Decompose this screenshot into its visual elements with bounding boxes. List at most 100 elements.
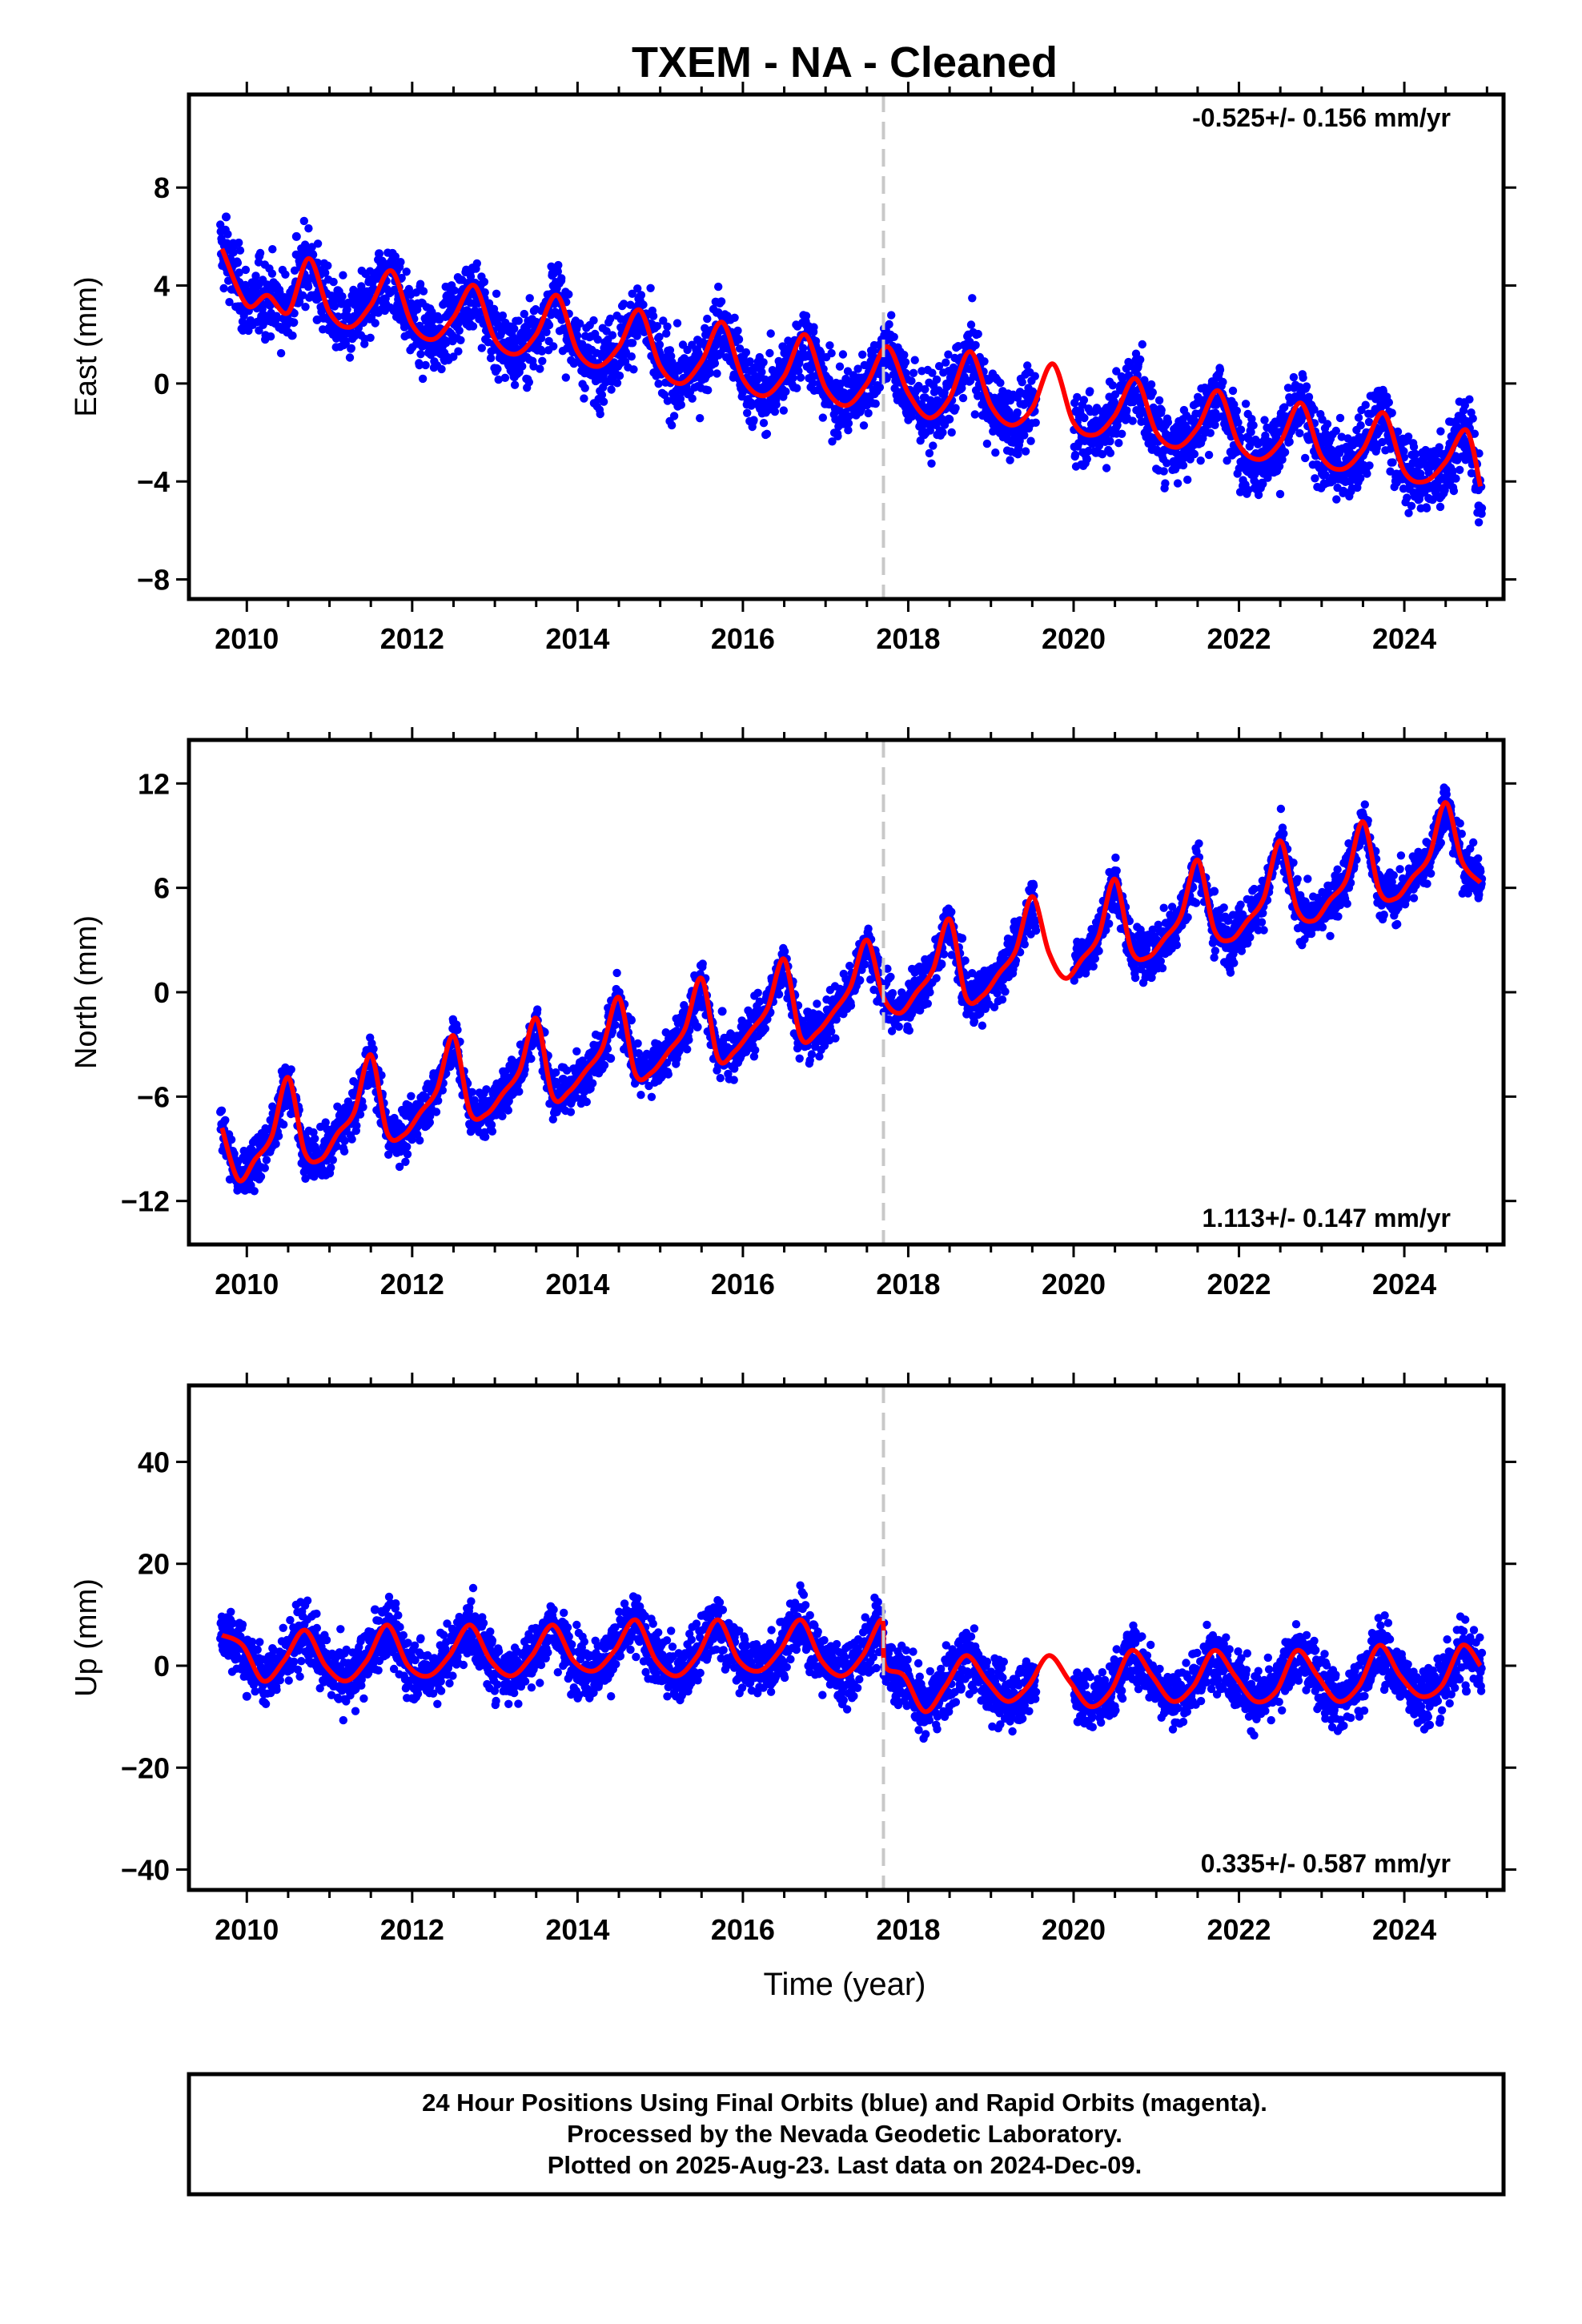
data-point: [1452, 474, 1460, 483]
data-point: [796, 373, 805, 382]
data-point: [677, 400, 685, 409]
data-point: [1296, 416, 1306, 425]
data-point: [271, 1140, 280, 1148]
data-point: [290, 318, 299, 327]
data-point: [612, 968, 621, 978]
data-point: [1108, 381, 1118, 390]
data-point: [1236, 425, 1246, 434]
data-point: [633, 284, 642, 293]
data-point: [1409, 442, 1419, 452]
data-point: [455, 326, 464, 335]
data-point: [480, 288, 489, 297]
data-point: [440, 298, 450, 308]
data-point: [597, 352, 607, 361]
data-point: [347, 344, 355, 353]
data-point: [714, 282, 723, 292]
data-point: [1311, 474, 1319, 483]
data-point: [662, 329, 671, 338]
data-point: [1204, 450, 1214, 460]
data-point: [765, 348, 774, 358]
x-tick-label: 2012: [380, 622, 444, 655]
data-point: [518, 362, 527, 371]
data-point: [958, 384, 966, 392]
data-point: [600, 1060, 609, 1070]
data-point: [371, 319, 379, 328]
data-point: [757, 368, 766, 376]
data-point: [1118, 374, 1127, 383]
data-point: [477, 344, 486, 352]
data-point: [928, 368, 937, 377]
data-point: [1304, 392, 1314, 401]
data-point: [793, 384, 801, 392]
data-point: [279, 1120, 288, 1129]
data-point: [871, 399, 880, 408]
data-point: [416, 1136, 424, 1145]
data-point: [1301, 453, 1310, 463]
data-point: [921, 384, 930, 394]
data-point: [1013, 408, 1022, 417]
data-point: [1163, 418, 1173, 427]
data-point: [527, 1054, 536, 1063]
data-point: [498, 1112, 507, 1121]
data-point: [221, 1116, 230, 1125]
data-point: [312, 315, 322, 324]
data-point: [1310, 405, 1319, 414]
data-point: [809, 323, 818, 332]
data-point: [268, 245, 277, 254]
data-point: [1183, 475, 1192, 485]
data-point: [858, 350, 867, 359]
data-point: [456, 336, 465, 344]
data-point: [1136, 355, 1145, 364]
data-point: [272, 312, 281, 320]
y-tick-label: 8: [154, 171, 170, 204]
data-point: [493, 364, 502, 373]
data-point: [276, 348, 286, 358]
data-point: [611, 1020, 620, 1030]
data-point: [887, 311, 896, 320]
data-point: [900, 351, 909, 360]
x-tick-label: 2018: [876, 622, 940, 655]
data-point: [1378, 437, 1387, 447]
data-point: [1178, 460, 1188, 470]
data-point: [735, 344, 745, 353]
data-point: [1243, 485, 1253, 495]
data-point: [507, 340, 516, 349]
data-point: [668, 369, 677, 379]
data-point: [262, 1156, 271, 1164]
data-point: [355, 1110, 365, 1119]
data-point: [1073, 392, 1082, 402]
data-point: [801, 312, 811, 320]
data-point: [676, 394, 685, 404]
data-point: [328, 1156, 337, 1164]
data-point: [654, 380, 663, 388]
data-point: [1128, 416, 1137, 425]
data-point: [1018, 378, 1026, 387]
data-point: [416, 279, 425, 288]
data-point: [907, 376, 916, 385]
data-point: [465, 266, 475, 275]
data-point: [875, 383, 885, 392]
data-point: [401, 1157, 410, 1167]
data-point: [366, 267, 375, 275]
data-point: [1435, 502, 1445, 512]
data-point: [844, 419, 853, 428]
data-point: [1098, 450, 1107, 459]
data-point: [818, 413, 827, 422]
y-axis-label: East (mm): [70, 276, 103, 416]
data-point: [403, 1150, 412, 1159]
data-point: [340, 1136, 349, 1145]
data-point: [741, 348, 751, 357]
data-point: [910, 356, 919, 364]
data-point: [688, 394, 697, 403]
data-point: [1162, 459, 1171, 468]
data-point: [1086, 387, 1094, 396]
data-point: [432, 1108, 441, 1116]
data-point: [561, 373, 570, 382]
data-point: [646, 283, 655, 292]
data-point: [599, 397, 608, 406]
data-point: [1215, 365, 1225, 375]
data-point: [425, 1118, 434, 1127]
data-point: [1232, 406, 1242, 416]
data-point: [1030, 372, 1040, 380]
data-point: [1122, 406, 1131, 415]
